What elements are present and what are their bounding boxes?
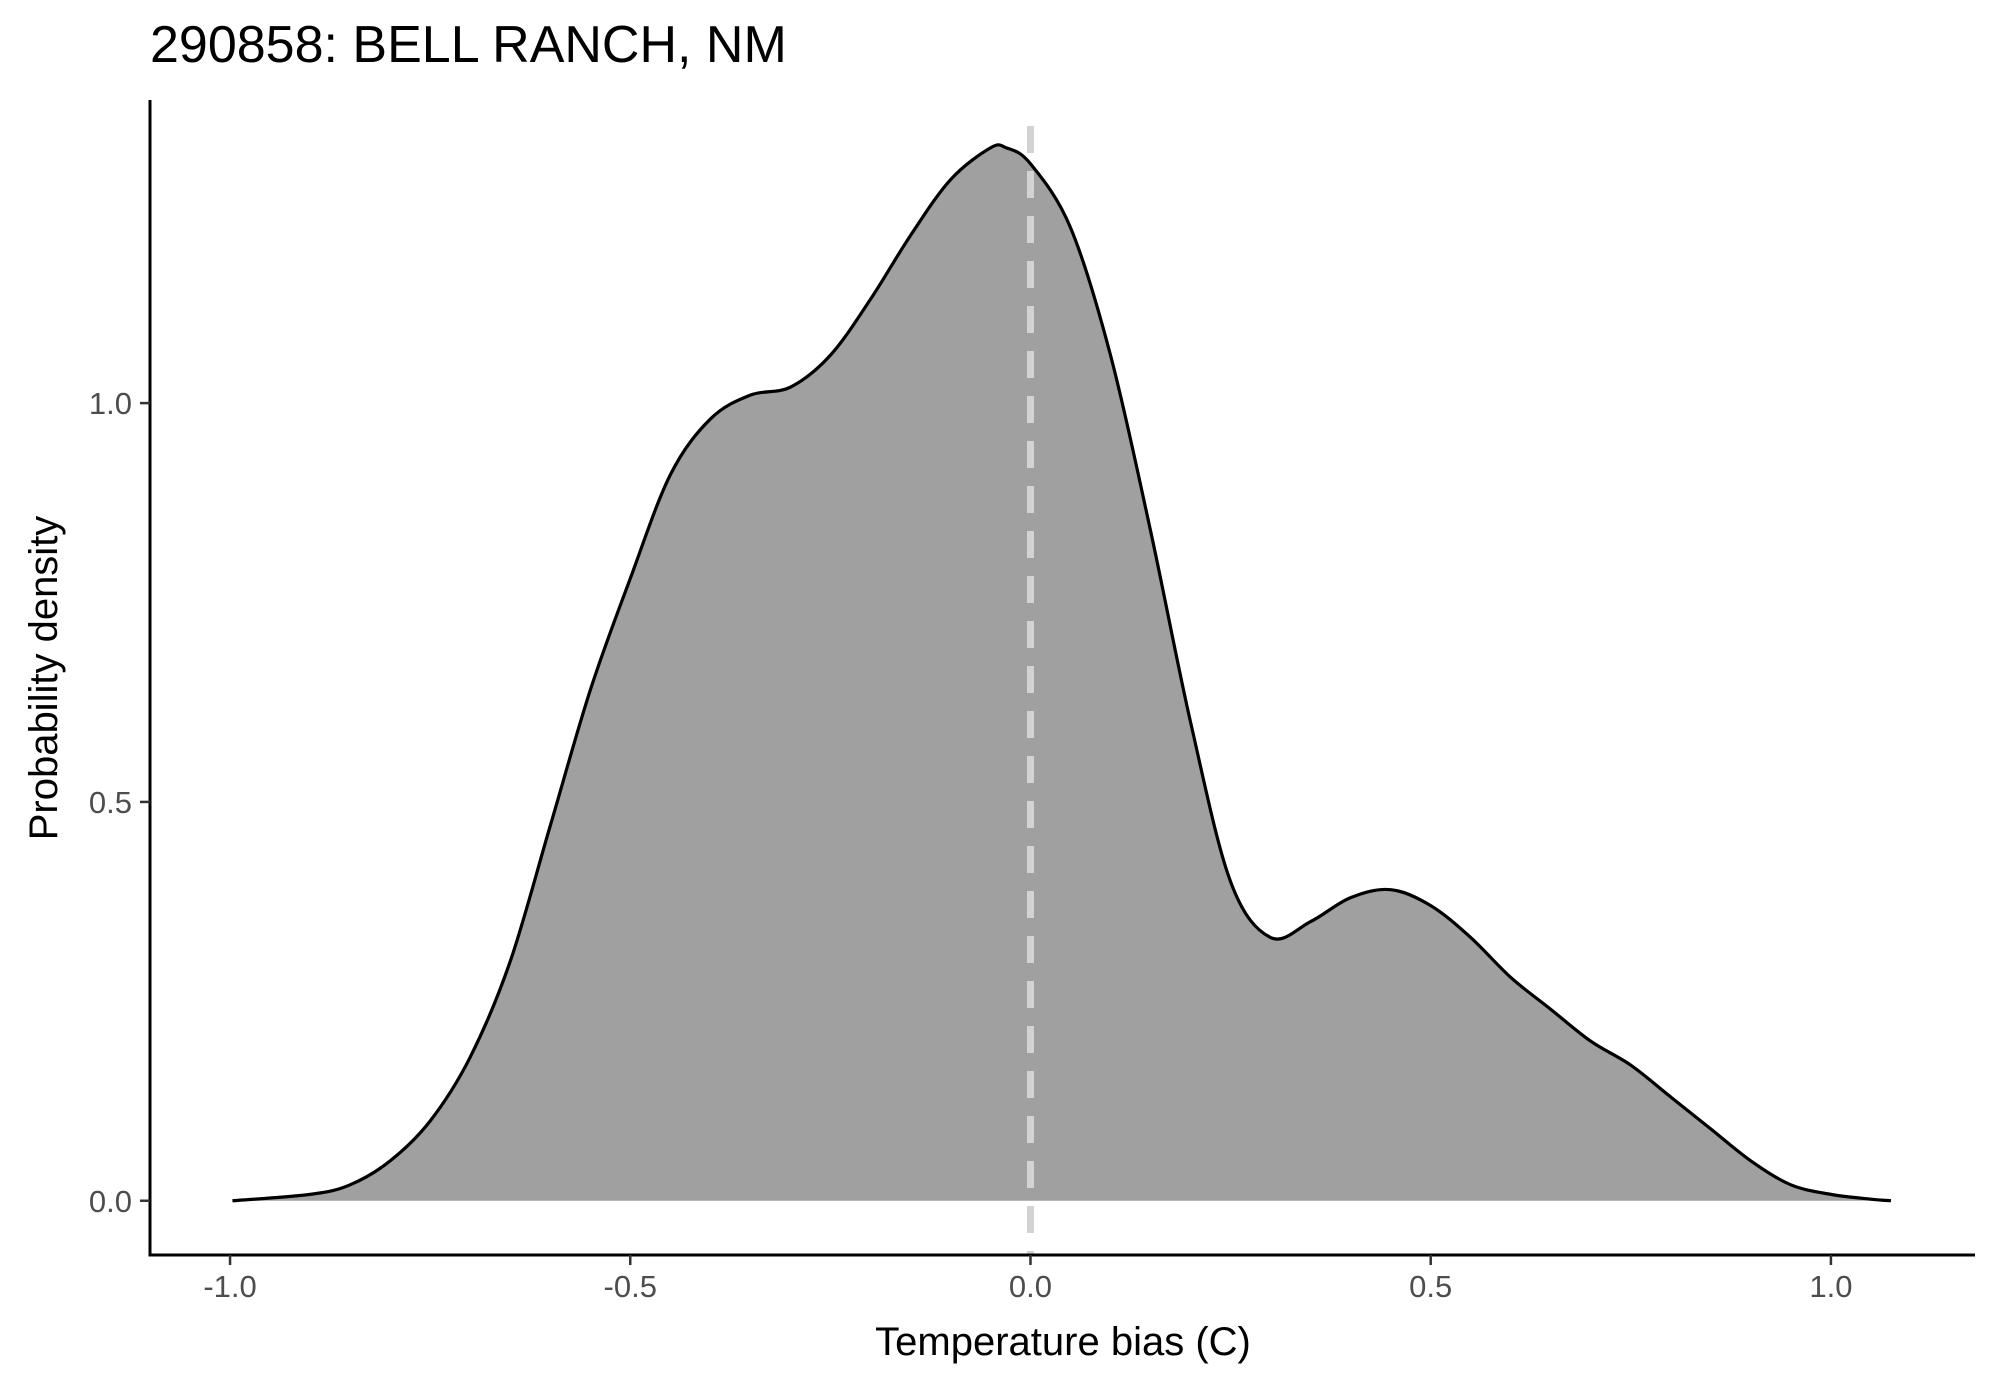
x-tick-label: -0.5 [604,1269,657,1304]
plot-area [232,126,1892,1255]
axes: -1.0 -0.5 0.0 0.5 1.0 0.0 0.5 1.0 [89,100,1975,1304]
density-area-fill [232,144,1891,1201]
y-tick-label: 1.0 [89,386,132,421]
y-tick-label: 0.5 [89,785,132,820]
y-tick-label: 0.0 [89,1184,132,1219]
y-axis-label: Probability density [22,516,66,841]
density-curve-line [232,143,1892,1203]
x-axis-label: Temperature bias (C) [875,1320,1251,1364]
x-tick-label: 0.0 [1009,1269,1052,1304]
x-tick-label: 1.0 [1809,1269,1852,1304]
x-tick-label: 0.5 [1409,1269,1452,1304]
chart-title: 290858: BELL RANCH, NM [150,16,787,74]
x-tick-label: -1.0 [203,1269,256,1304]
